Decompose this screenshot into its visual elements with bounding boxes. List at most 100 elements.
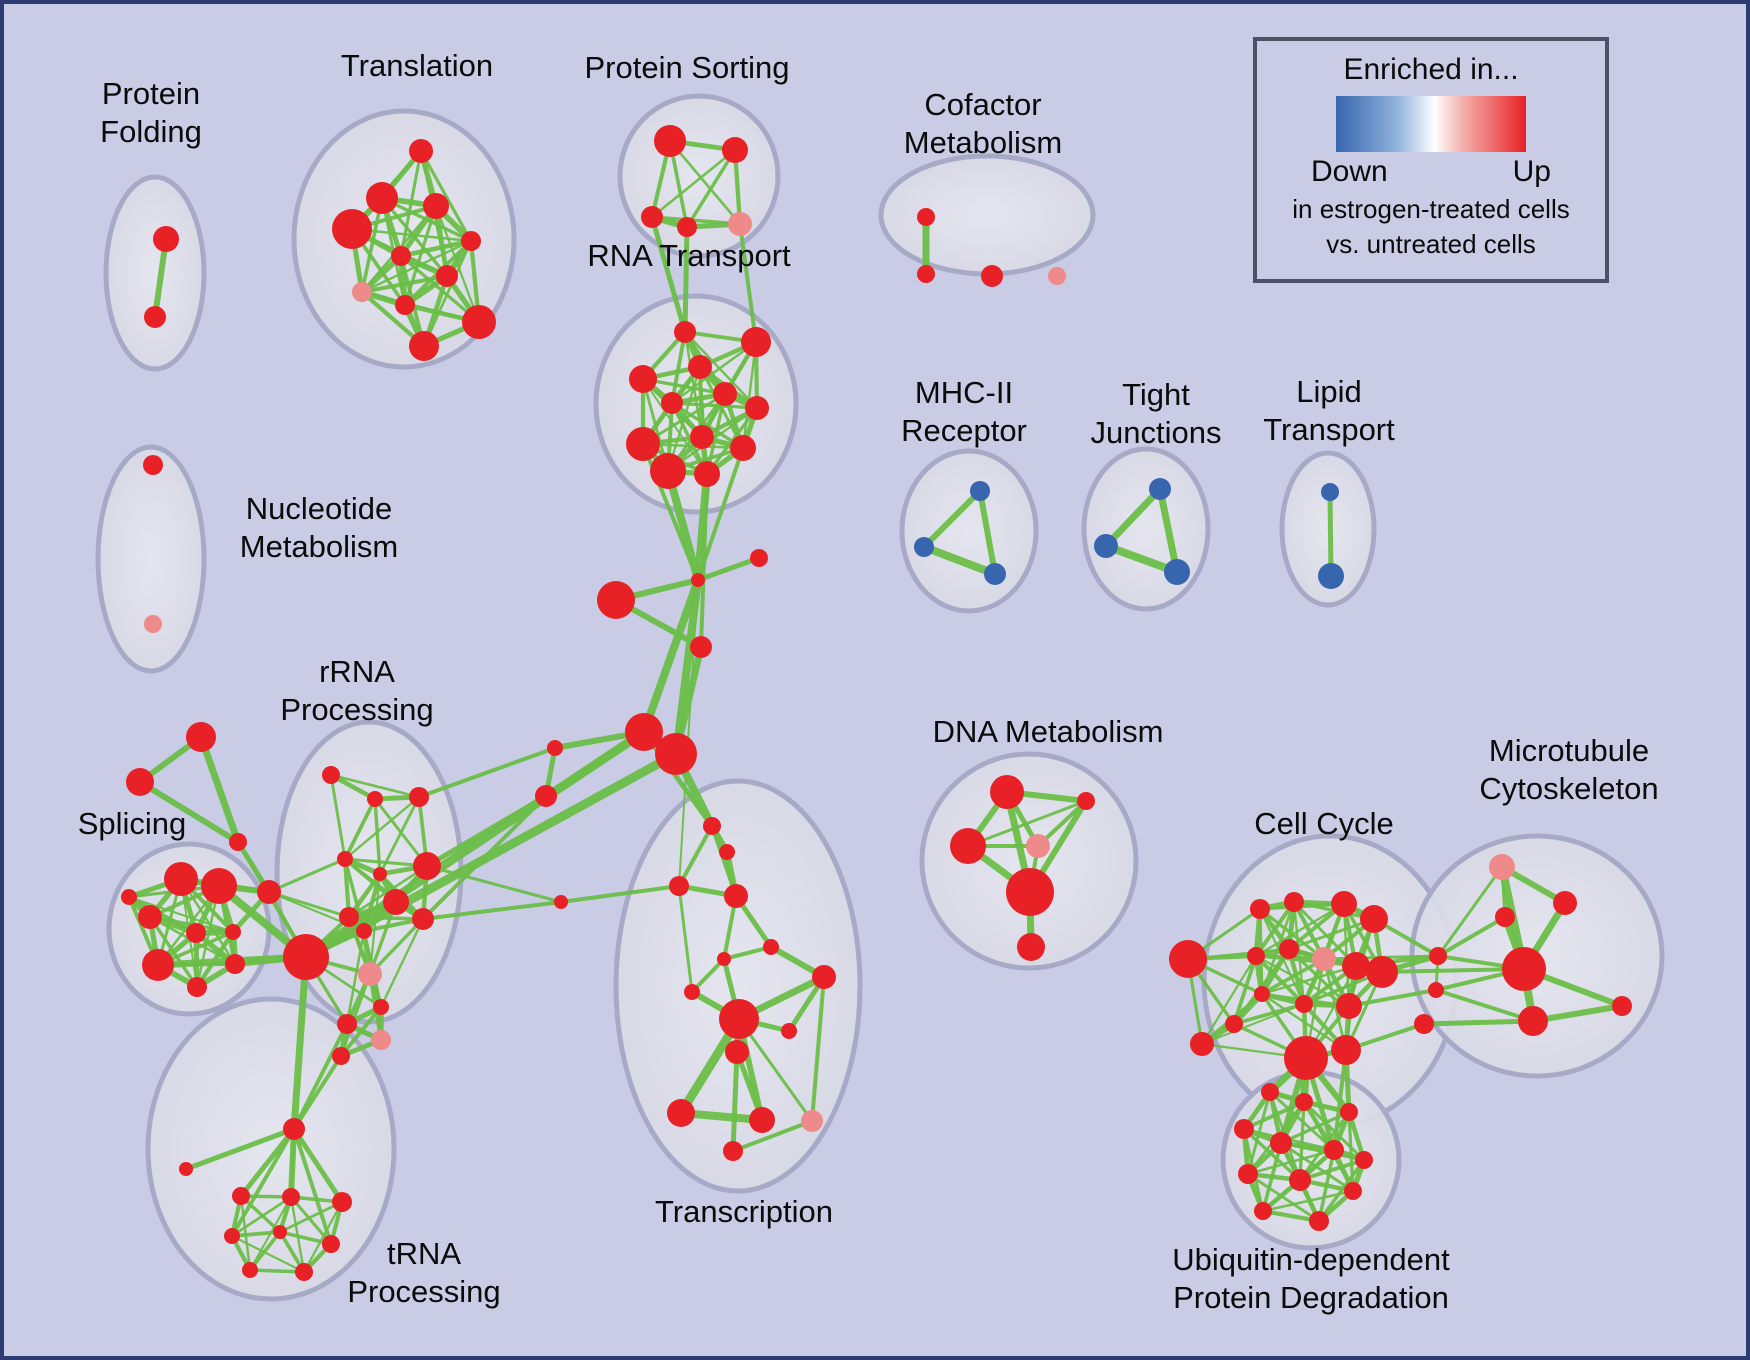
gene-set-node-dm3 bbox=[1026, 834, 1050, 858]
gene-set-node-cc8 bbox=[1312, 947, 1336, 971]
gene-set-node-rt3 bbox=[688, 355, 712, 379]
gene-set-node-tj2 bbox=[1164, 559, 1190, 585]
edge bbox=[1347, 988, 1438, 1008]
gene-set-node-tr_hub bbox=[283, 1118, 305, 1140]
gene-set-node-ps2 bbox=[641, 206, 663, 228]
gene-set-node-cc10 bbox=[1366, 956, 1398, 988]
gene-set-node-rt0 bbox=[674, 321, 696, 343]
edge bbox=[677, 884, 694, 994]
gene-set-node-rr11 bbox=[373, 999, 389, 1015]
gene-set-node-cc4 bbox=[1331, 891, 1357, 917]
gene-set-node-rr4 bbox=[373, 867, 387, 881]
gene-set-node-rr7 bbox=[356, 923, 372, 939]
gene-set-node-mt1 bbox=[1553, 891, 1577, 915]
gene-set-node-trh6 bbox=[242, 1262, 258, 1278]
cluster-label-microtubule_cytoskeleton-line1: Microtubule bbox=[1489, 733, 1649, 768]
gene-set-node-dm5 bbox=[1017, 933, 1045, 961]
cluster-label-rrna_processing-line2: Processing bbox=[280, 692, 433, 727]
gene-set-node-rr1 bbox=[367, 791, 383, 807]
gene-set-node-ub0 bbox=[1261, 1083, 1279, 1101]
cluster-ellipse-tight_junctions bbox=[1081, 446, 1211, 612]
cluster-label-rna_transport: RNA Transport bbox=[587, 238, 791, 273]
cluster-label-microtubule_cytoskeleton-line2: Cytoskeleton bbox=[1479, 771, 1658, 806]
edge bbox=[360, 196, 384, 294]
gene-set-node-ps0 bbox=[654, 125, 686, 157]
cluster-ellipse-protein_folding bbox=[103, 174, 207, 372]
gene-set-node-tx13 bbox=[801, 1110, 823, 1132]
gene-set-node-rr10 bbox=[358, 962, 382, 986]
gene-set-node-trh2 bbox=[332, 1192, 352, 1212]
gene-set-node-pf1 bbox=[144, 306, 166, 328]
gene-set-node-t4 bbox=[461, 231, 481, 251]
edge bbox=[329, 773, 421, 799]
edge bbox=[239, 1194, 252, 1272]
legend-gradient-colorbar bbox=[1336, 96, 1526, 152]
legend-box: Enriched in... Down Up in estrogen-treat… bbox=[1253, 37, 1609, 283]
edge bbox=[267, 857, 347, 894]
gene-set-node-rr0 bbox=[322, 766, 340, 784]
edge bbox=[699, 472, 709, 649]
edge bbox=[1436, 915, 1507, 958]
edge bbox=[1298, 1158, 1366, 1182]
gene-set-node-rr13 bbox=[371, 1030, 391, 1050]
edge bbox=[1342, 902, 1351, 1008]
gene-set-node-c6 bbox=[554, 895, 568, 909]
edge bbox=[710, 824, 738, 898]
gene-set-node-rr6 bbox=[339, 907, 359, 927]
gene-set-node-cc13 bbox=[1336, 993, 1362, 1019]
gene-set-node-t10 bbox=[409, 331, 439, 361]
gene-set-node-dm1 bbox=[1077, 792, 1095, 810]
edge bbox=[1530, 1003, 1625, 1024]
gene-set-node-ub6 bbox=[1355, 1151, 1373, 1169]
edge bbox=[1421, 1018, 1536, 1027]
gene-set-node-trh5 bbox=[322, 1235, 340, 1253]
gene-set-node-ub7 bbox=[1238, 1164, 1258, 1184]
edge bbox=[1298, 1100, 1306, 1182]
edge bbox=[230, 1127, 296, 1238]
edge bbox=[230, 1195, 293, 1238]
gene-set-node-fr1 bbox=[126, 768, 154, 796]
gene-set-node-tx2 bbox=[669, 876, 689, 896]
gene-set-node-mt4 bbox=[1518, 1006, 1548, 1036]
gene-set-node-t0 bbox=[409, 139, 433, 163]
gene-set-node-cc11 bbox=[1254, 986, 1270, 1002]
gene-set-node-rt8 bbox=[690, 425, 714, 449]
gene-set-node-mh0 bbox=[970, 481, 990, 501]
gene-set-node-tx9 bbox=[725, 1040, 749, 1064]
edge bbox=[419, 149, 473, 243]
gene-set-node-rt5 bbox=[661, 392, 683, 414]
edge bbox=[1102, 485, 1164, 550]
edge bbox=[399, 254, 481, 324]
edge bbox=[1332, 1048, 1348, 1152]
gene-set-node-tx6 bbox=[684, 984, 700, 1000]
legend-up-label: Up bbox=[1512, 155, 1551, 188]
gene-set-node-trh1 bbox=[282, 1188, 300, 1206]
cluster-label-ubiquitin_degradation-line2: Protein Degradation bbox=[1173, 1280, 1449, 1315]
gene-set-node-cc9 bbox=[1342, 952, 1370, 980]
gene-set-node-cc1 bbox=[1190, 1032, 1214, 1056]
gene-set-node-mt3 bbox=[1502, 947, 1546, 991]
edge bbox=[640, 576, 702, 736]
cluster-label-splicing: Splicing bbox=[78, 806, 187, 841]
edge bbox=[248, 1230, 282, 1272]
legend-down-label: Down bbox=[1311, 155, 1388, 188]
gene-set-node-rb bbox=[257, 880, 281, 904]
gene-set-node-cc14 bbox=[1225, 1015, 1243, 1033]
edge bbox=[1254, 902, 1346, 958]
gene-set-node-hubB bbox=[655, 733, 697, 775]
gene-set-node-rr3 bbox=[337, 851, 353, 867]
gene-set-node-sp2 bbox=[138, 905, 162, 929]
gene-set-node-sp7 bbox=[187, 977, 207, 997]
gene-set-node-c4 bbox=[547, 740, 563, 756]
cluster-label-cofactor_metabolism-line2: Metabolism bbox=[904, 125, 1063, 160]
cluster-label-cell_cycle: Cell Cycle bbox=[1254, 806, 1394, 841]
edge bbox=[1232, 1002, 1306, 1026]
gene-set-node-c1 bbox=[691, 573, 705, 587]
edge bbox=[683, 330, 759, 410]
edge bbox=[288, 1126, 297, 1200]
edge bbox=[649, 214, 688, 335]
gene-set-node-sp6 bbox=[225, 954, 245, 974]
gene-set-node-nm1 bbox=[144, 615, 162, 633]
gene-set-node-trh0 bbox=[232, 1187, 250, 1205]
cluster-label-cofactor_metabolism-line1: Cofactor bbox=[924, 87, 1041, 122]
